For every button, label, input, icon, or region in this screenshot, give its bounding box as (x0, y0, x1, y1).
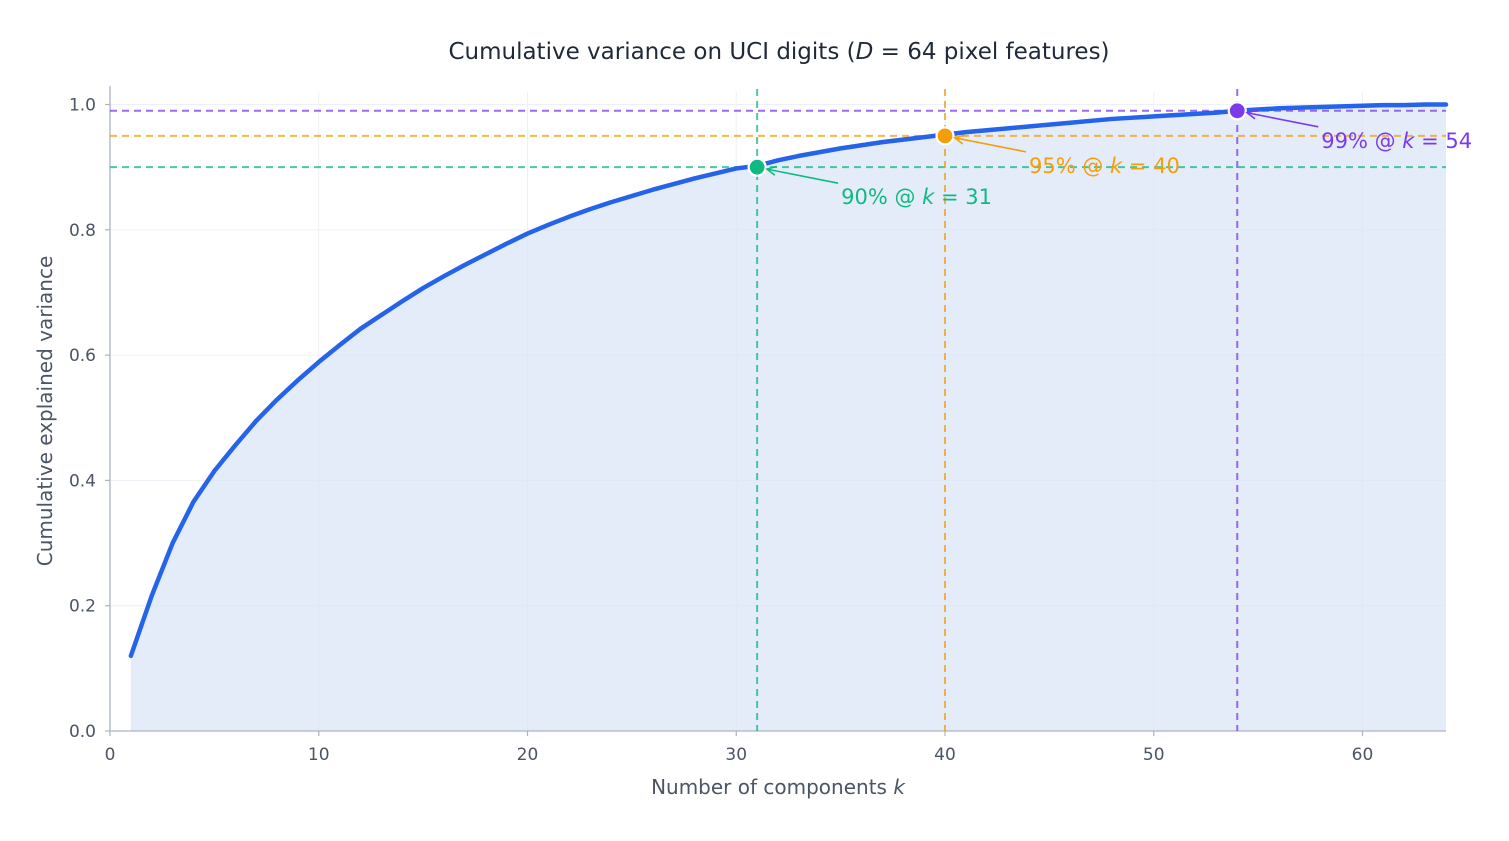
chart-title: Cumulative variance on UCI digits (D = 6… (448, 39, 1109, 65)
chart-title-mid: = 64 (873, 39, 936, 65)
y-tick-label: 0.4 (69, 471, 96, 491)
threshold-marker (935, 126, 955, 146)
series-line-layer (128, 102, 1449, 659)
y-axis-title: Cumulative explained variance (33, 256, 57, 567)
threshold-annotation: 90% @ k = 31 (841, 185, 992, 209)
annotation-arrowhead (953, 134, 965, 145)
threshold-annotation: 95% @ k = 40 (1029, 154, 1180, 178)
annotation-suffix: = 31 (934, 185, 992, 209)
variance-curve-line (128, 102, 1449, 659)
x-tick-label: 60 (1352, 745, 1374, 765)
annotation-arrowhead (1245, 109, 1257, 120)
x-axis-title-text: Number of components (651, 775, 893, 799)
y-tick-label: 0.8 (69, 221, 96, 241)
x-tick-label: 50 (1143, 745, 1165, 765)
annotation-arrow (766, 168, 839, 184)
area-fill-layer (130, 104, 1446, 731)
annotation-var: k (1110, 154, 1123, 178)
x-tick-label: 0 (105, 745, 116, 765)
chart-title-var: D (856, 39, 874, 65)
y-tick-label: 0.6 (69, 346, 96, 366)
annotation-arrow (954, 137, 1027, 153)
threshold-annotation: 99% @ k = 54 (1321, 129, 1472, 153)
annotation-prefix: 90% @ (841, 185, 922, 209)
annotation-arrow (1246, 111, 1319, 128)
x-axis-title: Number of components k (651, 775, 906, 799)
y-tick-label: 0.2 (69, 597, 96, 617)
x-tick-label: 40 (934, 745, 956, 765)
axes (109, 86, 1446, 732)
x-tick-label: 30 (725, 745, 747, 765)
threshold-annotations: 90% @ k = 31 95% @ k = 40 99% @ k = 54 (765, 109, 1472, 209)
annotation-var: k (1402, 129, 1415, 153)
threshold-marker (747, 157, 767, 177)
y-tick-label: 0.0 (69, 722, 96, 742)
x-tick-label: 20 (517, 745, 539, 765)
chart-title-prefix: Cumulative variance on UCI digits ( (448, 39, 855, 65)
y-tick-label: 1.0 (69, 96, 96, 116)
x-tick-label: 10 (308, 745, 330, 765)
threshold-lines (110, 89, 1446, 731)
threshold-marker (1227, 101, 1247, 121)
x-axis-title-var: k (893, 775, 906, 799)
tick-labels: 0 10 20 30 40 50 60 0.0 0.2 0.4 0.6 0.8 1.0 (69, 96, 1373, 765)
annotation-prefix: 95% @ (1029, 154, 1110, 178)
annotation-suffix: = 40 (1122, 154, 1180, 178)
annotation-suffix: = 54 (1414, 129, 1472, 153)
annotation-var: k (922, 185, 935, 209)
threshold-markers (747, 101, 1247, 177)
variance-area-fill (130, 104, 1446, 731)
annotation-prefix: 99% @ (1321, 129, 1402, 153)
annotation-arrowhead (765, 165, 777, 176)
chart-title-suffix: pixel features) (936, 39, 1109, 65)
